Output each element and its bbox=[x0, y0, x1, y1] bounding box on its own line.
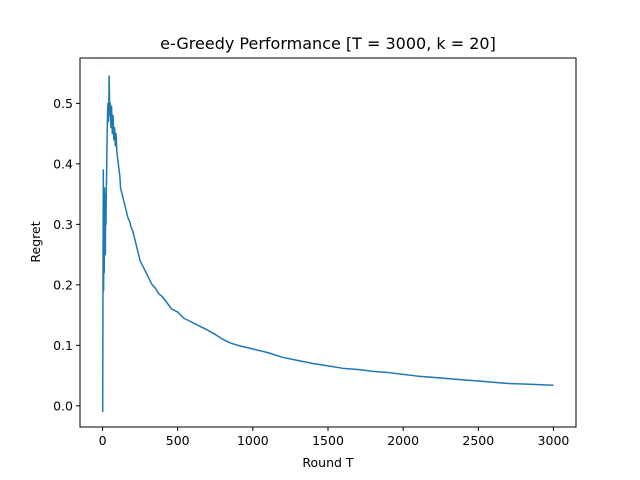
x-tick-label: 2000 bbox=[387, 433, 419, 448]
x-tick-label: 1500 bbox=[312, 433, 344, 448]
x-tick-label: 0 bbox=[99, 433, 107, 448]
regret-series-line bbox=[101, 75, 554, 412]
y-tick-label: 0.4 bbox=[53, 156, 73, 171]
y-tick-label: 0.5 bbox=[53, 96, 73, 111]
y-tick-label: 0.2 bbox=[53, 277, 73, 292]
y-tick-label: 0.3 bbox=[53, 217, 73, 232]
y-tick-label: 0.0 bbox=[53, 398, 73, 413]
x-tick-label: 3000 bbox=[538, 433, 570, 448]
x-axis-label: Round T bbox=[302, 455, 354, 470]
plot-area-frame bbox=[79, 57, 577, 428]
x-axis: 0 500 1000 1500 2000 2500 3000 bbox=[99, 427, 570, 448]
y-axis: 0.0 0.1 0.2 0.3 0.4 0.5 bbox=[53, 96, 80, 413]
y-axis-label: Regret bbox=[28, 221, 43, 262]
x-tick-label: 500 bbox=[166, 433, 190, 448]
chart-title: e-Greedy Performance [T = 3000, k = 20] bbox=[160, 34, 496, 53]
x-tick-label: 1000 bbox=[237, 433, 269, 448]
y-tick-label: 0.1 bbox=[53, 338, 73, 353]
x-tick-label: 2500 bbox=[462, 433, 494, 448]
